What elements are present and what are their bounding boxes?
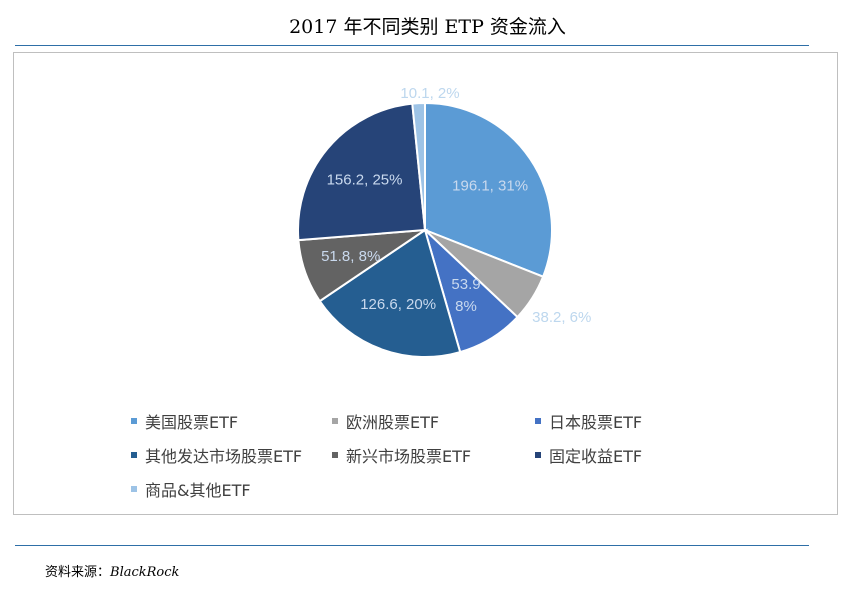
chart-title: 2017 年不同类别 ETP 资金流入: [0, 12, 855, 39]
legend-label: 其他发达市场股票ETF: [145, 443, 302, 467]
data-label-europe-equity: 38.2, 6%: [532, 309, 591, 326]
source-note: 资料来源：BlackRock: [45, 561, 179, 580]
legend-item-europe-equity: 欧洲股票ETF: [332, 409, 439, 433]
legend-swatch: [332, 418, 338, 424]
legend-swatch: [131, 452, 137, 458]
source-prefix: 资料来源：: [45, 565, 110, 580]
legend-item-us-equity: 美国股票ETF: [131, 409, 238, 433]
legend-swatch: [332, 452, 338, 458]
data-label-commodities-other: 10.1, 2%: [400, 85, 459, 102]
legend-label: 日本股票ETF: [549, 409, 642, 433]
legend-item-commodities-other: 商品&其他ETF: [131, 477, 251, 501]
legend-swatch: [535, 418, 541, 424]
title-divider: [15, 45, 809, 46]
data-label-developed-equity: 126.6, 20%: [360, 296, 436, 313]
legend-swatch: [131, 418, 137, 424]
source-name: BlackRock: [110, 565, 179, 580]
data-label-japan-equity-line1: 53.9: [451, 276, 480, 293]
legend-label: 欧洲股票ETF: [346, 409, 439, 433]
legend-item-developed-equity: 其他发达市场股票ETF: [131, 443, 302, 467]
legend-swatch: [131, 486, 137, 492]
legend-swatch: [535, 452, 541, 458]
legend-item-fixed-income: 固定收益ETF: [535, 443, 642, 467]
data-label-us-equity: 196.1, 31%: [452, 178, 528, 195]
footer-divider: [15, 545, 809, 546]
legend-label: 商品&其他ETF: [145, 477, 251, 501]
legend-label: 美国股票ETF: [145, 409, 238, 433]
data-label-emerging-equity: 51.8, 8%: [321, 248, 380, 265]
chart-area: 196.1, 31% 38.2, 6% 53.9 8% 126.6, 20% 51.8, …: [13, 52, 838, 515]
legend-label: 固定收益ETF: [549, 443, 642, 467]
data-label-japan-equity-line2: 8%: [455, 298, 477, 315]
legend-label: 新兴市场股票ETF: [346, 443, 471, 467]
data-label-fixed-income: 156.2, 25%: [327, 172, 403, 189]
legend-item-japan-equity: 日本股票ETF: [535, 409, 642, 433]
legend-item-emerging-equity: 新兴市场股票ETF: [332, 443, 471, 467]
